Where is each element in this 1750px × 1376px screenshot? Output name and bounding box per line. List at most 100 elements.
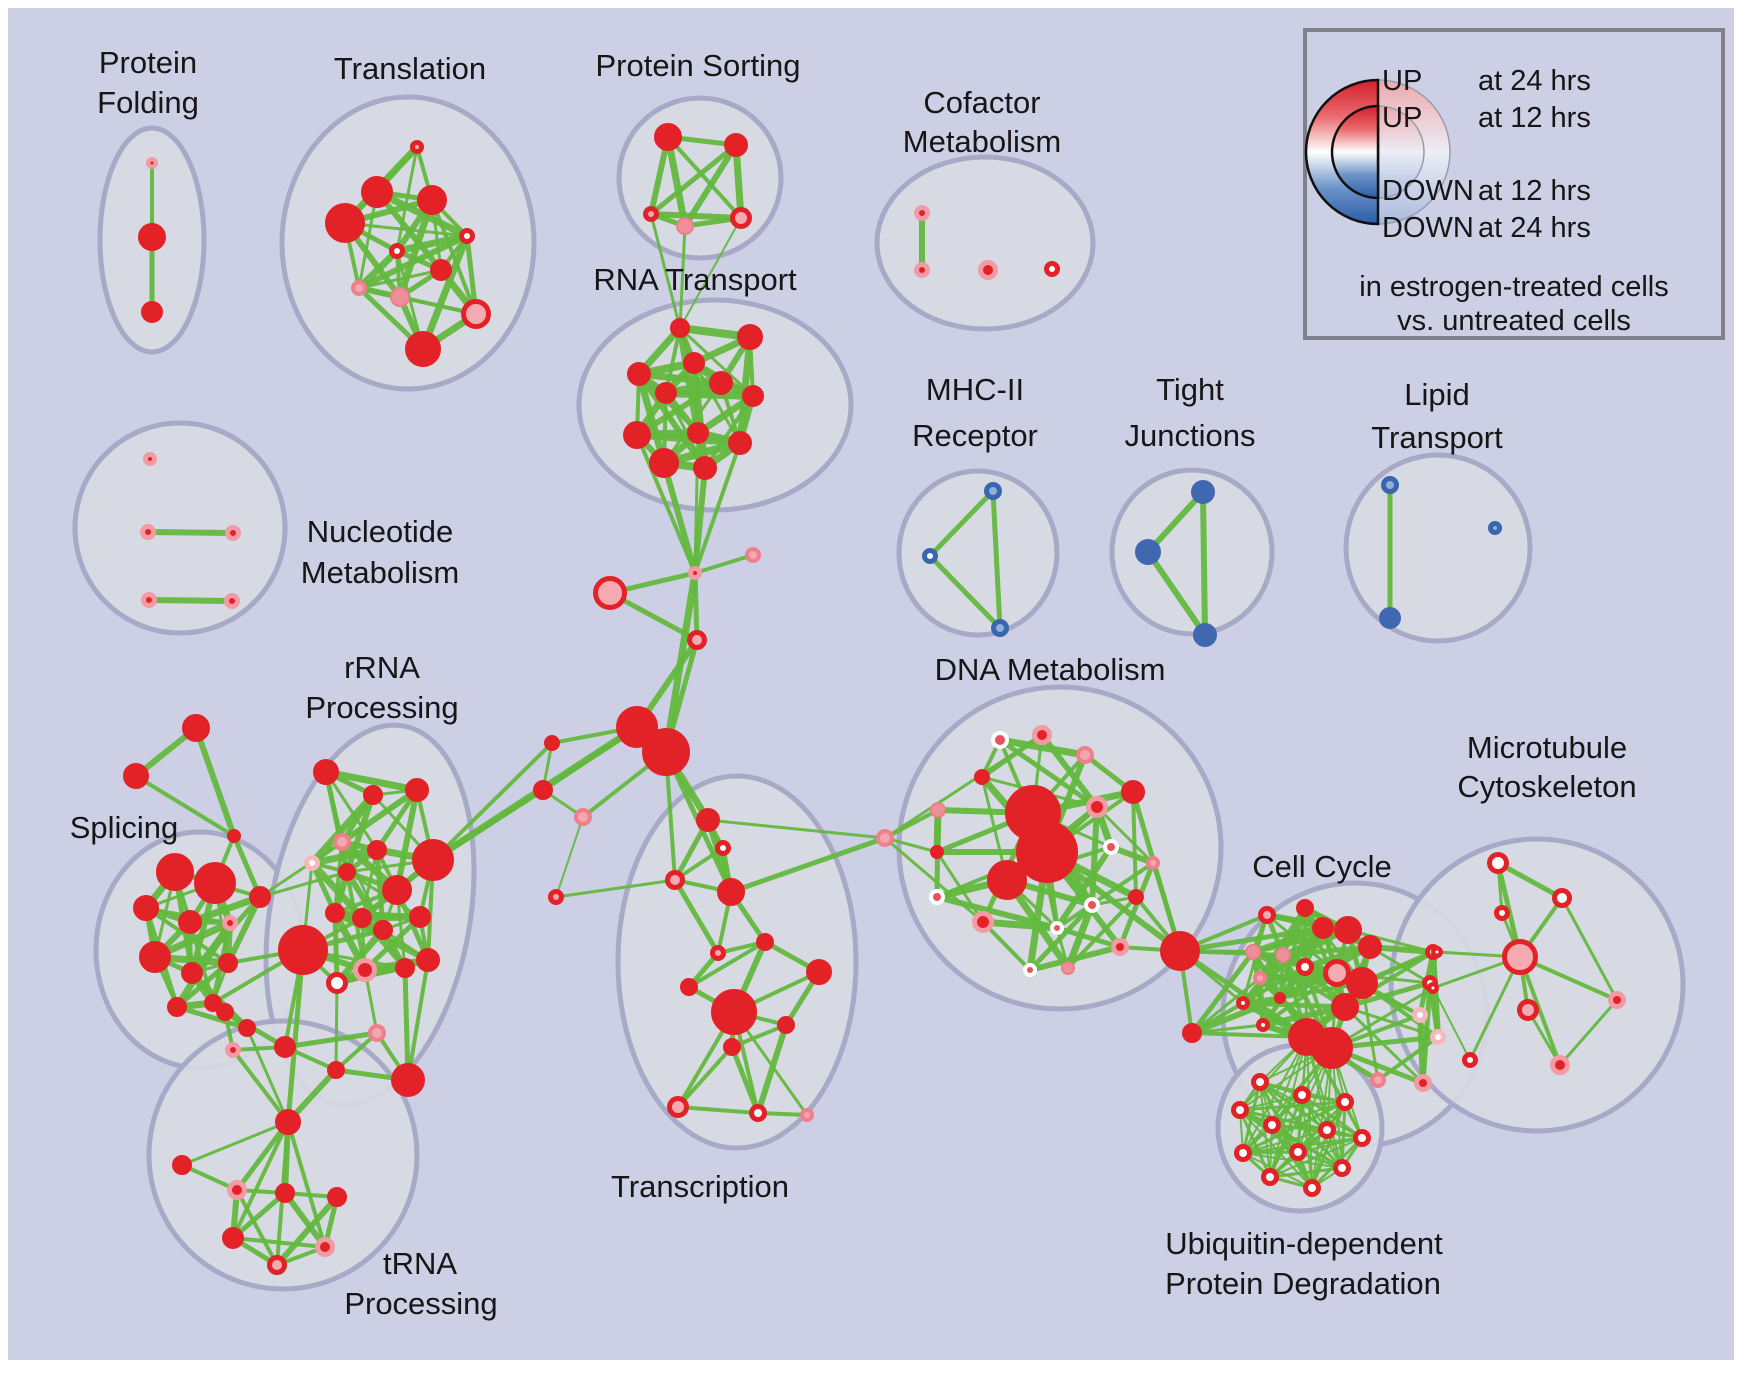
network-node xyxy=(395,958,415,978)
network-node xyxy=(352,908,372,928)
network-edge xyxy=(981,920,1032,972)
network-node xyxy=(737,324,763,350)
network-node xyxy=(167,997,187,1017)
network-node xyxy=(1430,1029,1446,1045)
network-node xyxy=(533,780,553,800)
network-node xyxy=(410,140,424,154)
network-node xyxy=(1289,1143,1307,1161)
network-node xyxy=(389,243,405,259)
network-edge xyxy=(648,211,744,221)
network-edge xyxy=(394,787,420,893)
network-edge xyxy=(282,1030,380,1050)
network-edge xyxy=(1269,1036,1308,1178)
network-node xyxy=(216,1003,234,1021)
network-node xyxy=(123,763,149,789)
network-node xyxy=(304,855,320,871)
cluster-label: Metabolism xyxy=(301,555,460,590)
network-node xyxy=(1381,476,1399,494)
legend-direction-label: UP xyxy=(1382,65,1422,97)
network-node xyxy=(709,371,733,395)
legend-direction-label: DOWN xyxy=(1382,212,1474,244)
network-edge xyxy=(1468,955,1522,1062)
network-edge xyxy=(1495,860,1565,901)
network-node xyxy=(1494,905,1510,921)
cluster-label: Tight xyxy=(1156,372,1224,407)
network-node xyxy=(1146,856,1160,870)
network-edge xyxy=(935,850,985,924)
cluster-label: Lipid xyxy=(1404,377,1470,412)
cluster-ellipse-cofactor-metabolism xyxy=(874,154,1096,332)
network-edge xyxy=(1145,549,1208,638)
network-edge xyxy=(554,878,677,899)
legend-time-label: at 12 hrs xyxy=(1478,102,1591,134)
network-node xyxy=(181,962,203,984)
network-node xyxy=(412,839,454,881)
network-edge xyxy=(339,787,420,845)
network-node xyxy=(1414,1074,1432,1092)
network-edge xyxy=(676,1045,734,1109)
cluster-label: RNA Transport xyxy=(593,262,797,297)
network-node xyxy=(1502,939,1538,975)
network-node xyxy=(806,959,832,985)
network-node xyxy=(974,769,990,785)
network-edge xyxy=(1558,998,1619,1067)
legend-direction-label: UP xyxy=(1382,102,1422,134)
network-edge xyxy=(1238,1100,1347,1112)
network-node xyxy=(800,1108,814,1122)
network-edge xyxy=(332,910,340,986)
network-node xyxy=(987,860,1027,900)
network-node xyxy=(326,972,348,994)
network-node xyxy=(225,1042,241,1058)
network-edge xyxy=(1089,804,1100,908)
cluster-label: Protein Degradation xyxy=(1165,1266,1441,1301)
network-edge xyxy=(258,870,349,899)
network-edge xyxy=(231,1236,327,1249)
network-edge xyxy=(145,529,236,536)
cluster-label: MHC-II xyxy=(926,372,1024,407)
cluster-ellipse-trna-processing xyxy=(146,1018,420,1292)
node-layer xyxy=(123,123,1626,1275)
network-edge xyxy=(146,597,235,604)
network-node xyxy=(1103,839,1119,855)
network-node xyxy=(313,759,339,785)
cluster-label: rRNA xyxy=(344,650,420,685)
network-node xyxy=(548,889,564,905)
network-node xyxy=(390,287,410,307)
network-edge xyxy=(193,725,237,839)
network-edge xyxy=(927,488,996,559)
network-node xyxy=(991,619,1009,637)
network-edge xyxy=(693,553,755,575)
network-node xyxy=(1311,1027,1353,1069)
network-edge xyxy=(180,1120,290,1167)
network-edge xyxy=(357,268,443,290)
network-node xyxy=(929,889,945,905)
cluster-label: Protein Sorting xyxy=(595,48,800,83)
network-node xyxy=(275,1109,301,1135)
network-edge xyxy=(430,198,478,316)
network-edge xyxy=(231,1120,290,1240)
network-node xyxy=(1245,944,1261,960)
network-edge xyxy=(1242,1036,1308,1154)
network-edge xyxy=(1027,944,1123,973)
network-edge xyxy=(322,768,421,794)
network-edge xyxy=(979,918,1061,932)
network-node xyxy=(616,706,658,748)
network-node xyxy=(325,203,365,243)
network-node xyxy=(1370,1072,1386,1088)
network-node xyxy=(172,1155,192,1175)
network-node xyxy=(405,331,441,367)
network-node xyxy=(1016,821,1078,883)
network-node xyxy=(715,840,731,856)
network-edge xyxy=(230,1190,288,1241)
network-node xyxy=(1263,1116,1281,1134)
legend-footnote: vs. untreated cells xyxy=(1397,305,1631,337)
network-edge xyxy=(134,774,236,838)
network-node xyxy=(275,1183,295,1203)
network-node xyxy=(724,133,748,157)
network-node xyxy=(416,948,440,972)
legend-time-label: at 24 hrs xyxy=(1478,212,1591,244)
network-edge xyxy=(1055,861,1155,930)
